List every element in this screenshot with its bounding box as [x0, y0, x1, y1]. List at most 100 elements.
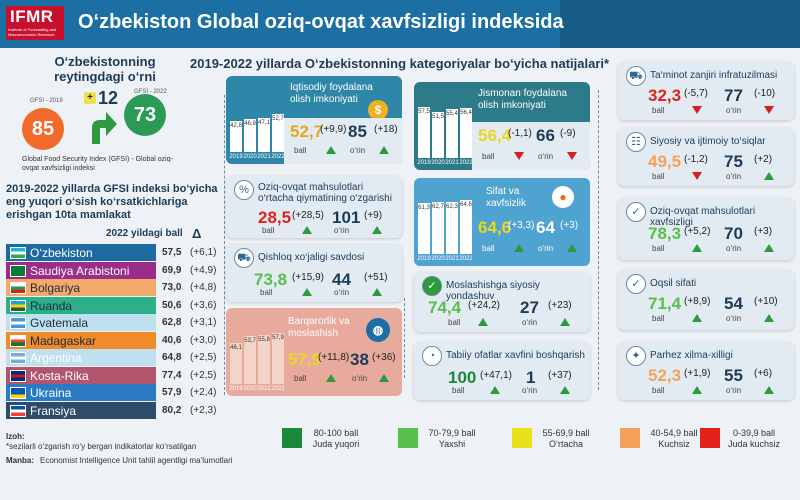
- up-arrow-icon: [379, 374, 389, 382]
- rank-change: (+51): [364, 272, 388, 283]
- legend-text: 70-79,9 ball Yaxshi: [422, 428, 482, 450]
- country-name: Argentina: [30, 351, 82, 365]
- chart-jismonan: 57,5 2019 51,5 2020 55,4 2021 56,4 2022: [414, 92, 474, 170]
- chart-year-label: 2020: [431, 256, 445, 262]
- rank-change: (-9): [560, 128, 576, 139]
- country-delta: (+2,3): [190, 404, 217, 416]
- card-qishloq: ⛟ Qishloq xo‘jaligi savdosi 73,8 (+15,9)…: [226, 244, 402, 302]
- chart-bar-label: 62,3: [446, 204, 458, 211]
- orin-label: o‘rin: [726, 244, 742, 253]
- chart-barqaror: 46,1 2019 53,7 2020 55,8 2021 57,9 2022: [226, 318, 286, 396]
- ball-change: (+24,2): [468, 300, 500, 311]
- categories-title: 2019-2022 yillarda O‘zbekistonning kateg…: [190, 56, 610, 71]
- chart-year-label: 2020: [431, 160, 445, 166]
- rank-value: 38: [350, 350, 369, 369]
- chart-bar-label: 51,5: [432, 114, 444, 121]
- card-parhez: ✦ Parhez xilma-xilligi 52,3 (+1,9) 55 (+…: [618, 342, 794, 400]
- chart-year-label: 2021: [445, 256, 459, 262]
- chart-bar-label: 56,4: [460, 110, 472, 117]
- chart-year-label: 2019: [417, 256, 431, 262]
- up-arrow-icon: [560, 318, 570, 326]
- ball-change: (+1,9): [684, 368, 711, 379]
- legend-text: 80-100 ball Juda yuqori: [306, 428, 366, 450]
- up-arrow-icon: [490, 386, 500, 394]
- score-cell: [156, 296, 220, 314]
- ball-value: 74,4: [428, 298, 462, 317]
- chart-bar: [432, 202, 444, 254]
- chart-bar-label: 57,5: [418, 109, 430, 116]
- rank-value: 77: [724, 86, 743, 105]
- legend-label: Juda yuqori: [312, 439, 360, 449]
- up-arrow-icon: [692, 314, 702, 322]
- chart-iqtisodiy: 42,8 2019 46,9 2020 47,1 2021 52,7 2022: [226, 98, 286, 164]
- rank-change: (+37): [548, 370, 572, 381]
- score-cell: [156, 261, 220, 279]
- rank-value: 85: [348, 122, 367, 141]
- ball-change: (+11,8): [318, 352, 350, 363]
- country-row: Ruanda 50,6 (+3,6): [6, 296, 220, 314]
- card-iqtisodiy-stats: 52,7 (+9,9) 85 (+18) ball o‘rin: [284, 118, 402, 164]
- score-cell: [156, 401, 220, 419]
- country-row: Kosta-Rika 77,4 (+2,5): [6, 366, 220, 384]
- up-arrow-icon: [764, 244, 774, 252]
- flag-icon: [10, 264, 26, 277]
- ball-value: 56,4: [478, 126, 512, 145]
- orin-label: o‘rin: [538, 244, 554, 253]
- rank-value: 64: [536, 218, 555, 237]
- rank-value: 101: [332, 208, 361, 227]
- flag-icon: [10, 334, 26, 347]
- truck-icon: ⛟: [626, 66, 646, 86]
- chart-year-label: 2021: [445, 160, 459, 166]
- ball-label: ball: [448, 318, 461, 327]
- score-cell: [156, 384, 220, 401]
- ball-change: (+8,9): [684, 296, 711, 307]
- source-label: Manba:: [6, 456, 34, 465]
- chart-bar-label: 57,9: [272, 334, 284, 341]
- card-narx: % Oziq-ovqat mahsulotlari o‘rtacha qiyma…: [226, 176, 402, 238]
- up-arrow-icon: [302, 226, 312, 234]
- chart-year-label: 2019: [229, 386, 243, 392]
- ball-value: 71,4: [648, 294, 682, 313]
- wheat-icon: ✦: [626, 346, 646, 366]
- ball-value: 52,3: [648, 366, 682, 385]
- country-score: 57,5: [162, 247, 182, 258]
- page-title: O‘zbekiston Global oziq-ovqat xavfsizlig…: [78, 11, 564, 33]
- up-arrow-icon: [302, 288, 312, 296]
- card-title: Oziq-ovqat mahsulotlari o‘rtacha qiymati…: [258, 182, 392, 204]
- legend-swatch: [620, 428, 640, 448]
- ball-change: (+15,9): [292, 272, 324, 283]
- country-score: 40,6: [162, 334, 182, 346]
- orin-label: o‘rin: [726, 386, 742, 395]
- rank-change: (+3): [560, 220, 579, 231]
- orin-label: o‘rin: [350, 146, 366, 155]
- chart-bar: [460, 108, 472, 158]
- card-barqaror-stats: 57,9 (+11,8) 38 (+36) ball o‘rin: [284, 344, 402, 396]
- country-name: Madagaskar: [30, 333, 97, 348]
- rank-value: 55: [724, 366, 743, 385]
- gfsi-2022-rank: 73: [124, 94, 166, 136]
- source-text: Economist Intelligence Unit tahlil agent…: [40, 456, 233, 465]
- rank-change: (-10): [754, 88, 776, 99]
- country-name: Bolgariya: [30, 281, 81, 295]
- chart-bar: [460, 200, 472, 254]
- flag-icon: [10, 387, 26, 399]
- up-arrow-icon: [764, 172, 774, 180]
- country-delta: (+2,5): [190, 352, 217, 363]
- card-title: Parhez xilma-xilligi: [650, 350, 733, 361]
- price-tag-icon: %: [234, 180, 254, 200]
- ball-label: ball: [652, 172, 665, 181]
- ball-change: (+3,3): [508, 220, 535, 231]
- ball-label: ball: [482, 152, 495, 161]
- ball-change: (+28,5): [292, 210, 324, 221]
- ball-label: ball: [262, 226, 275, 235]
- up-arrow-icon: [379, 146, 389, 154]
- ball-value: 49,5: [648, 152, 682, 171]
- country-delta: (+4,9): [190, 264, 217, 276]
- connector-mid: [404, 298, 405, 378]
- card-siyosiy: ☷ Siyosiy va ijtimoiy to‘siqlar 49,5 (-1…: [618, 128, 794, 186]
- country-name: O‘zbekiston: [30, 246, 93, 260]
- card-title: Moslashishga siyosiy yondashuv: [446, 280, 540, 302]
- chart-year-label: 2021: [257, 386, 271, 392]
- ball-change: (+47,1): [480, 370, 512, 381]
- chart-bar-label: 46,9: [244, 120, 256, 127]
